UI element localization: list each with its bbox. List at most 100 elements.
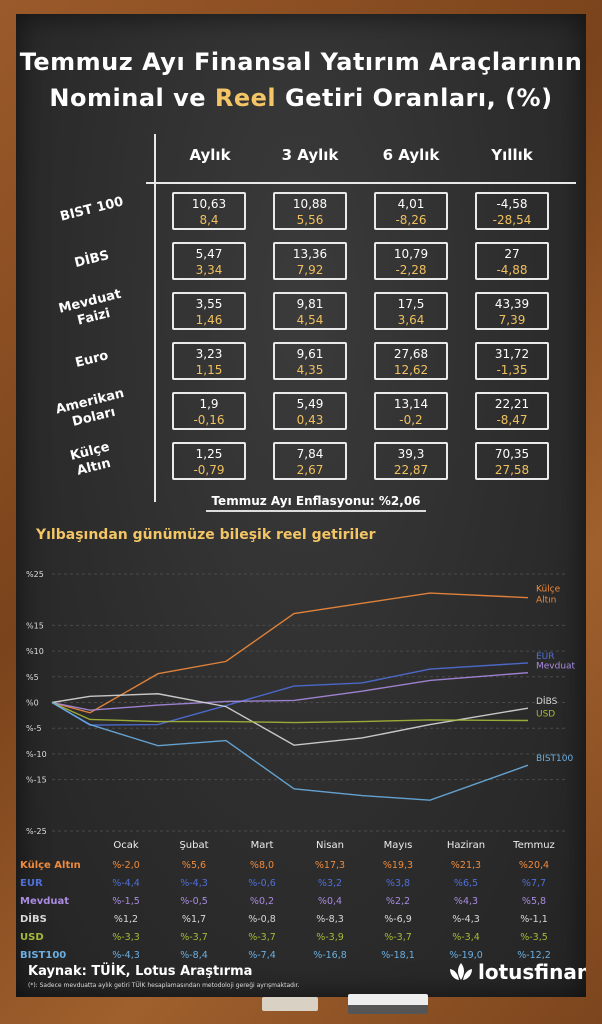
data-label: %-3,7	[384, 932, 412, 943]
x-tick-label: Temmuz	[512, 840, 555, 851]
data-label: %7,7	[522, 878, 546, 889]
nominal-value: 3,55	[195, 297, 223, 311]
real-value: -28,54	[492, 213, 532, 227]
lotus-icon	[450, 963, 472, 980]
data-label: %-16,8	[313, 950, 347, 961]
table-cell: 9,61 4,35	[273, 342, 347, 380]
table-cell: 22,21 -8,47	[475, 392, 549, 430]
nominal-value: 31,72	[494, 347, 530, 361]
table-cell: 17,5 3,64	[374, 292, 448, 330]
data-label: %17,3	[315, 860, 345, 871]
data-label: %-4,3	[112, 950, 140, 961]
row-label: Külçe Altın	[34, 431, 150, 489]
real-value: 27,58	[494, 463, 530, 477]
series-name-label: DİBS	[20, 911, 47, 925]
series-end-label: DİBS	[536, 696, 558, 707]
table-cell: 10,63 8,4	[172, 192, 246, 230]
real-value: 12,62	[393, 363, 429, 377]
real-value: -2,28	[395, 263, 427, 277]
table-cell: 10,79 -2,28	[374, 242, 448, 280]
nominal-value: 1,25	[195, 447, 223, 461]
real-value: -8,26	[395, 213, 427, 227]
real-value: 5,56	[296, 213, 324, 227]
real-value: 1,46	[195, 313, 223, 327]
data-label: %5,8	[522, 896, 546, 907]
data-label: %-3,4	[452, 932, 480, 943]
x-tick-label: Şubat	[179, 840, 208, 851]
real-value: 4,54	[296, 313, 324, 327]
data-label: %0,4	[318, 896, 342, 907]
data-label: %-3,7	[180, 932, 208, 943]
nominal-value: 43,39	[494, 297, 530, 311]
data-label: %6,5	[454, 878, 478, 889]
real-value: 0,43	[296, 413, 324, 427]
x-tick-label: Mart	[251, 840, 274, 851]
title-nominal: Nominal ve	[49, 84, 215, 112]
data-label: %-3,7	[248, 932, 276, 943]
row-label: Mevduat Faizi	[34, 281, 150, 339]
nominal-value: 5,47	[195, 247, 223, 261]
data-label: %8,0	[250, 860, 274, 871]
table-cell: 4,01 -8,26	[374, 192, 448, 230]
column-header-3-month: 3 Aylık	[281, 146, 339, 164]
chalk-eraser	[348, 994, 428, 1014]
real-value: -0,16	[193, 413, 225, 427]
data-label: %-4,4	[112, 878, 140, 889]
data-label: %-0,8	[248, 914, 276, 925]
data-label: %2,2	[386, 896, 410, 907]
data-label: %-1,1	[520, 914, 548, 925]
chart-subtitle: Yılbaşından günümüze bileşik reel getiri…	[36, 527, 376, 543]
series-end-label: BIST100	[536, 754, 573, 764]
nominal-value: 10,63	[191, 197, 227, 211]
data-label: %-8,4	[180, 950, 208, 961]
y-tick-label: %-5	[26, 724, 42, 733]
table-cell: 27,68 12,62	[374, 342, 448, 380]
data-label: %-0,5	[180, 896, 208, 907]
nominal-value: 27,68	[393, 347, 429, 361]
source-text: Kaynak: TÜİK, Lotus Araştırma	[28, 964, 253, 979]
table-cell: 1,25 -0,79	[172, 442, 246, 480]
real-value: 7,92	[296, 263, 324, 277]
data-label: %4,3	[454, 896, 478, 907]
real-value: 3,34	[195, 263, 223, 277]
table-vertical-divider	[154, 134, 156, 502]
nominal-value: 13,36	[292, 247, 328, 261]
y-tick-label: %5	[26, 673, 39, 682]
nominal-value: 10,79	[393, 247, 429, 261]
data-label: %19,3	[383, 860, 413, 871]
data-label: %3,8	[386, 878, 410, 889]
table-cell: 31,72 -1,35	[475, 342, 549, 380]
nominal-value: 1,9	[199, 397, 219, 411]
inflation-note: Temmuz Ayı Enflasyonu: %2,06	[206, 494, 426, 512]
table-cell: 5,49 0,43	[273, 392, 347, 430]
x-tick-label: Nisan	[316, 840, 344, 851]
row-label-line: BIST 100	[58, 194, 126, 225]
table-cell: 13,14 -0,2	[374, 392, 448, 430]
series-line	[51, 701, 529, 801]
y-tick-label: %15	[26, 621, 44, 630]
title-line-1: Temmuz Ayı Finansal Yatırım Araçlarının	[19, 48, 583, 76]
table-cell: 70,35 27,58	[475, 442, 549, 480]
series-line	[51, 662, 529, 726]
y-tick-label: %-15	[26, 776, 47, 785]
column-header-6-month: 6 Aylık	[382, 146, 440, 164]
data-label: %-6,9	[384, 914, 412, 925]
brand-logo: lotusfinans	[448, 960, 586, 984]
data-label: %21,3	[451, 860, 481, 871]
row-label: BIST 100	[36, 189, 149, 232]
series-end-label: Külçe	[536, 585, 561, 595]
title-reel: Reel	[214, 84, 277, 112]
table-cell: 9,81 4,54	[273, 292, 347, 330]
real-value: 4,35	[296, 363, 324, 377]
data-label: %-8,3	[316, 914, 344, 925]
nominal-value: 3,23	[195, 347, 223, 361]
real-value: -8,47	[496, 413, 528, 427]
data-label: %1,7	[182, 914, 206, 925]
chalkboard: Temmuz Ayı Finansal Yatırım Araçlarının …	[16, 14, 586, 997]
real-value: 2,67	[296, 463, 324, 477]
series-end-label: EUR	[536, 652, 555, 662]
real-value: 3,64	[397, 313, 425, 327]
real-value: -0,79	[193, 463, 225, 477]
data-label: %20,4	[519, 860, 549, 871]
